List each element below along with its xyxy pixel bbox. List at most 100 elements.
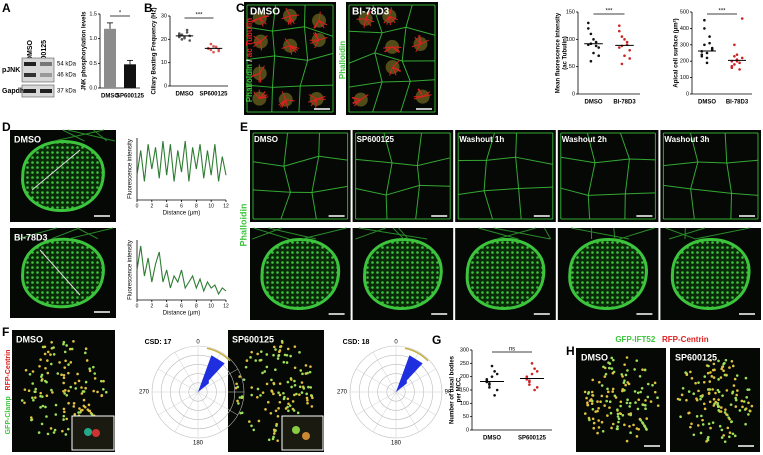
basal-body xyxy=(104,390,108,394)
cilium xyxy=(422,94,432,98)
data-point xyxy=(618,29,621,33)
cilium xyxy=(383,15,390,24)
basal-body xyxy=(249,356,252,359)
inset-dot xyxy=(92,429,100,437)
basal-body xyxy=(61,429,64,433)
cell-edge xyxy=(690,188,732,194)
basal-body xyxy=(729,403,733,406)
basal-body xyxy=(250,424,253,428)
basal-body xyxy=(602,365,605,369)
data-point xyxy=(623,38,626,41)
y-axis-label: (ac Tubulin) xyxy=(563,36,569,70)
y-tick-label: 0 xyxy=(466,427,469,433)
basal-body xyxy=(283,353,287,357)
label: Gapdh xyxy=(2,88,24,95)
basal-body xyxy=(633,368,636,371)
basal-body xyxy=(46,359,49,362)
basal-body xyxy=(46,432,50,436)
x-tick-label: DMSO xyxy=(698,100,716,106)
basal-body xyxy=(708,380,712,383)
basal-body xyxy=(616,427,619,431)
panel-letter: D xyxy=(2,120,11,134)
basal-body xyxy=(261,371,264,375)
basal-body xyxy=(702,380,706,384)
basal-body xyxy=(645,428,648,431)
basal-body xyxy=(722,369,725,372)
image-label: SP600125 xyxy=(232,334,274,344)
basal-body xyxy=(611,422,615,426)
basal-body xyxy=(607,361,610,364)
data-point xyxy=(528,379,531,382)
basal-body xyxy=(629,431,632,435)
data-point xyxy=(587,27,590,30)
basal-body xyxy=(237,402,240,405)
panel-letter: B xyxy=(144,1,153,15)
data-point xyxy=(493,394,496,397)
basal-body xyxy=(295,392,298,396)
polar-spoke xyxy=(356,391,397,416)
basal-body xyxy=(84,351,87,355)
basal-body xyxy=(643,425,647,428)
basal-body xyxy=(695,415,699,418)
y-tick-label: 10 xyxy=(161,60,167,66)
y-tick-label: 300 xyxy=(680,42,689,48)
stain-part: ac Tubulin xyxy=(245,18,254,58)
inset xyxy=(281,415,324,451)
bar xyxy=(124,64,136,88)
y-tick-label: 50 xyxy=(569,64,575,70)
basal-body xyxy=(634,401,637,404)
x-tick-label: 8 xyxy=(195,303,198,309)
basal-body xyxy=(250,350,253,354)
x-tick-label: 0 xyxy=(136,303,139,309)
cilium xyxy=(418,88,424,97)
cilium xyxy=(285,7,291,17)
panel-letter: G xyxy=(432,333,441,347)
cilium xyxy=(284,38,291,47)
data-point xyxy=(620,62,624,66)
basal-body xyxy=(708,388,712,391)
basal-body xyxy=(274,348,277,351)
basal-body xyxy=(612,358,615,362)
data-point xyxy=(212,45,215,48)
data-point xyxy=(625,40,629,44)
basal-body xyxy=(600,384,604,387)
cell-edge xyxy=(518,188,522,220)
cell-edge xyxy=(311,192,317,220)
basal-body xyxy=(734,405,738,408)
angle-label: 270 xyxy=(337,390,348,396)
cilium xyxy=(308,93,317,100)
basal-body xyxy=(24,368,28,372)
data-point xyxy=(628,48,631,52)
data-point xyxy=(490,375,494,378)
cell-edge xyxy=(382,80,411,83)
basal-body xyxy=(608,366,611,370)
cilium xyxy=(308,98,317,103)
data-point xyxy=(597,46,600,49)
basal-body xyxy=(49,362,53,366)
basal-body xyxy=(100,394,104,397)
data-point xyxy=(708,35,711,38)
basal-body xyxy=(628,424,631,428)
profile-line xyxy=(39,249,81,296)
basal-body xyxy=(703,407,707,411)
basal-body xyxy=(289,354,292,358)
basal-body xyxy=(592,421,596,425)
basal-body xyxy=(606,414,609,417)
cilium xyxy=(313,20,320,29)
cilium xyxy=(315,98,318,108)
basal-body xyxy=(707,392,711,395)
cell-edge xyxy=(586,132,596,163)
cilium xyxy=(285,99,295,102)
basal-body xyxy=(31,396,34,400)
bar xyxy=(104,28,116,88)
data-point xyxy=(733,63,736,66)
cell-edge xyxy=(624,158,630,194)
data-point xyxy=(495,388,499,392)
cell-edge xyxy=(348,81,383,88)
basal-body xyxy=(259,394,262,397)
basal-body xyxy=(722,362,725,366)
basal-body xyxy=(38,364,41,368)
basal-body xyxy=(306,371,309,375)
basal-body xyxy=(306,401,309,405)
basal-body xyxy=(78,407,81,410)
